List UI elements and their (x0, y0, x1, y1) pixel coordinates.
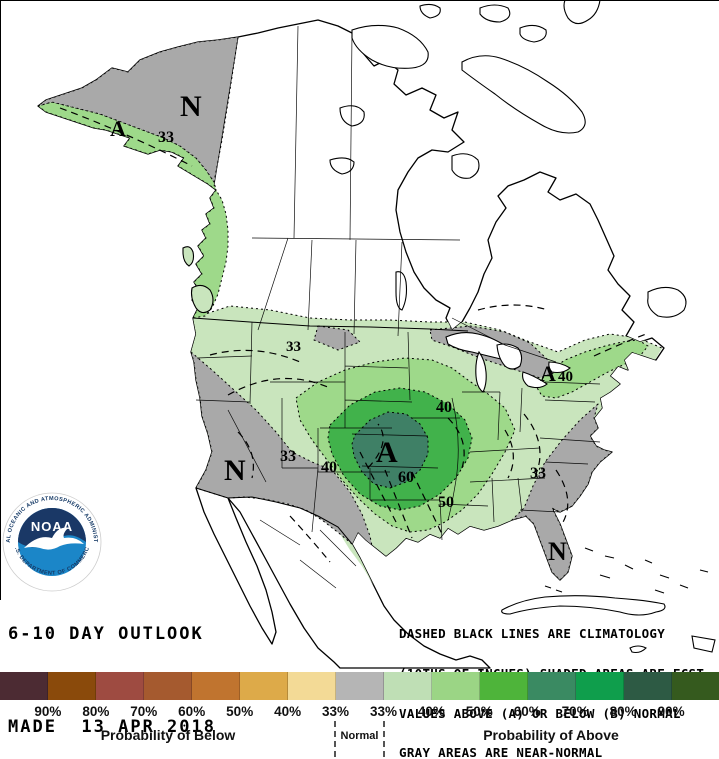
map-label-east-33: 33 (530, 465, 546, 482)
region-alaska-near-normal (38, 36, 239, 183)
lake-ontario (548, 361, 571, 374)
lake-erie (522, 371, 548, 389)
region-alaska-coast-above (38, 101, 217, 191)
noaa-logo-sky (18, 508, 86, 548)
map-label-northeast-40: 40 (558, 369, 573, 385)
region-montana-near-normal (313, 325, 361, 351)
vancouver-island (190, 284, 214, 314)
baffin-island (461, 55, 586, 134)
legend-cell-below-50 (192, 672, 240, 700)
victoria-island (351, 24, 429, 69)
legend-cell-below-33 (288, 672, 336, 700)
legend-pct-below-33: 33% (321, 704, 350, 719)
lake-winnipeg (395, 271, 408, 311)
map-label-alaska-n: N (180, 90, 202, 123)
legend-pct-below-80: 80% (82, 704, 110, 719)
bahamas-and-keys (544, 547, 709, 594)
map-label-center-60: 60 (398, 469, 414, 486)
map-label-center-50: 50 (438, 494, 454, 511)
legend-pct-above-90: 90% (657, 704, 685, 719)
legend-cell-above-70 (576, 672, 624, 700)
noaa-logo: NOAA NATIONAL OCEANIC AND ATMOSPHERIC AD… (2, 492, 102, 592)
map-label-west-40: 40 (321, 459, 337, 476)
map-label-north-33: 33 (286, 339, 301, 355)
legend-caption-below: Probability of Below (100, 727, 236, 743)
climatology-dashed-lines (59, 107, 647, 563)
great-bear-lake (339, 105, 365, 127)
region-above-60-dark-green (351, 411, 429, 489)
map-label-alaska-33: 33 (158, 129, 174, 146)
noaa-logo-seagull-icon (24, 527, 84, 550)
arctic-island-2 (519, 24, 547, 43)
title-line-made-date: MADE 13 APR 2018 (8, 717, 216, 737)
arctic-island-1 (479, 4, 511, 23)
note-line-4: GRAY AREAS ARE NEAR-NORMAL (399, 745, 603, 759)
newfoundland (647, 286, 687, 318)
hispaniola (691, 635, 716, 653)
legend-cell-above-60 (528, 672, 576, 700)
legend-pct-above-40: 40% (417, 704, 445, 719)
legend-pct-below-50: 50% (226, 704, 254, 719)
note-line-3: VALUES ABOVE (A) OR BELOW (B) NORMAL (399, 705, 681, 721)
legend-pct-below-60: 60% (178, 704, 206, 719)
great-lakes (329, 105, 571, 393)
title-line-outlook: 6-10 DAY OUTLOOK (8, 624, 204, 644)
lake-huron (496, 343, 523, 370)
legend-pct-below-40: 40% (274, 704, 302, 719)
legend-pct-below-70: 70% (130, 704, 158, 719)
map-label-center-40: 40 (436, 399, 452, 416)
north-america-outlook-map: N A 33 N 33 40 33 A 60 50 40 33 A 40 N (0, 0, 719, 669)
greenland (563, 0, 601, 25)
legend-caption-normal: Normal (340, 730, 379, 742)
legend-cell-above-80 (624, 672, 672, 700)
legend-cell-above-33 (384, 672, 432, 700)
map-labels: N A 33 N 33 40 33 A 60 50 40 33 A 40 N (110, 90, 573, 566)
legend-cell-below-40 (240, 672, 288, 700)
legend-cell-above-40 (432, 672, 480, 700)
legend-pct-above-70: 70% (561, 704, 589, 719)
forecast-shading (38, 36, 663, 586)
us-mexico-border (195, 487, 353, 545)
legend-normal-left-divider (334, 721, 336, 757)
legend-cell-above-90 (672, 672, 719, 700)
map-label-west-33: 33 (280, 448, 296, 465)
region-southeast-near-normal (511, 403, 613, 581)
state-province-borders (195, 25, 601, 589)
legend-cell-below-90 (0, 672, 48, 700)
legend-color-bar (0, 672, 719, 700)
region-northeast-above-40 (535, 339, 649, 399)
note-line-1: DASHED BLACK LINES ARE CLIMATOLOGY (399, 626, 666, 642)
map-label-west-n: N (224, 454, 246, 487)
us-canada-border (192, 317, 469, 332)
map-label-florida-n: N (548, 537, 567, 566)
legend-pct-above-80: 80% (609, 704, 637, 719)
southampton-island (451, 153, 480, 179)
map-frame (0, 0, 719, 600)
legend-pct-above-33: 33% (369, 704, 398, 719)
legend-cell-below-80 (48, 672, 96, 700)
legend-cell-normal (336, 672, 384, 700)
international-borders (192, 317, 469, 545)
map-label-alaska-a: A (110, 116, 126, 141)
legend-normal-right-divider (383, 721, 385, 757)
legend-pct-below-90: 90% (34, 704, 62, 719)
legend-caption-above: Probability of Above (483, 727, 619, 743)
legend-cell-below-60 (144, 672, 192, 700)
legend-pct-above-60: 60% (513, 704, 541, 719)
cuba (501, 595, 666, 616)
legend-cell-below-70 (96, 672, 144, 700)
jamaica (629, 645, 647, 654)
map-label-center-a: A (376, 436, 398, 469)
legend-cell-above-50 (480, 672, 528, 700)
region-southwest-near-normal (190, 351, 375, 557)
noaa-logo-wordmark: NOAA (31, 519, 73, 534)
islands (182, 0, 716, 654)
map-label-northeast-a: A (540, 361, 556, 386)
haida-gwaii (182, 246, 195, 267)
legend-pct-above-50: 50% (465, 704, 493, 719)
arctic-island-3 (419, 3, 441, 19)
